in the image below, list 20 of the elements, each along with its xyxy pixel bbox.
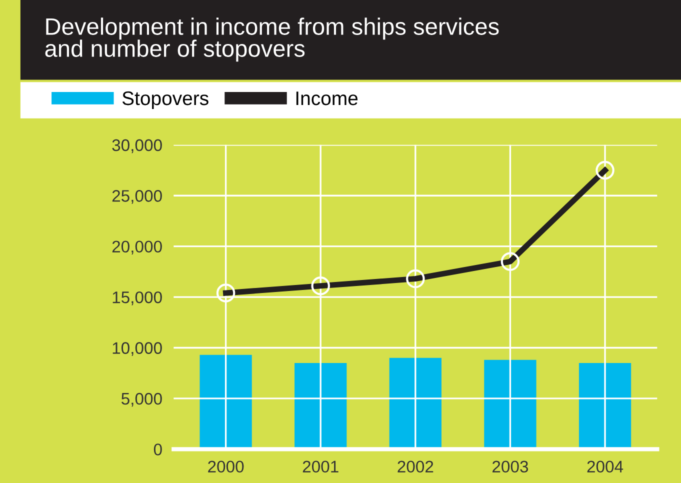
y-tick-label: 30,000	[112, 139, 162, 154]
legend-label: Income	[296, 92, 358, 106]
y-tick-label: 10,000	[112, 342, 162, 356]
y-tick-label: 15,000	[112, 291, 162, 306]
x-tick-label: 2002	[398, 460, 434, 473]
bar	[484, 360, 536, 450]
y-tick-label: 20,000	[112, 240, 162, 254]
x-tick-label: 2000	[208, 460, 244, 473]
legend-label: Stopovers	[122, 91, 208, 110]
bar	[200, 354, 252, 450]
bar	[578, 362, 632, 450]
y-tick-label: 5,000	[122, 392, 162, 407]
y-tick-label: 0	[154, 444, 162, 456]
chart-title: Development in income from ships services and number of stopovers	[45, 18, 499, 62]
y-tick-label: 25,000	[112, 190, 162, 204]
bar	[294, 362, 347, 450]
bar	[389, 358, 442, 450]
x-tick-label: 2001	[302, 460, 338, 473]
x-tick-label: 2004	[587, 460, 624, 473]
x-tick-label: 2003	[492, 460, 528, 473]
